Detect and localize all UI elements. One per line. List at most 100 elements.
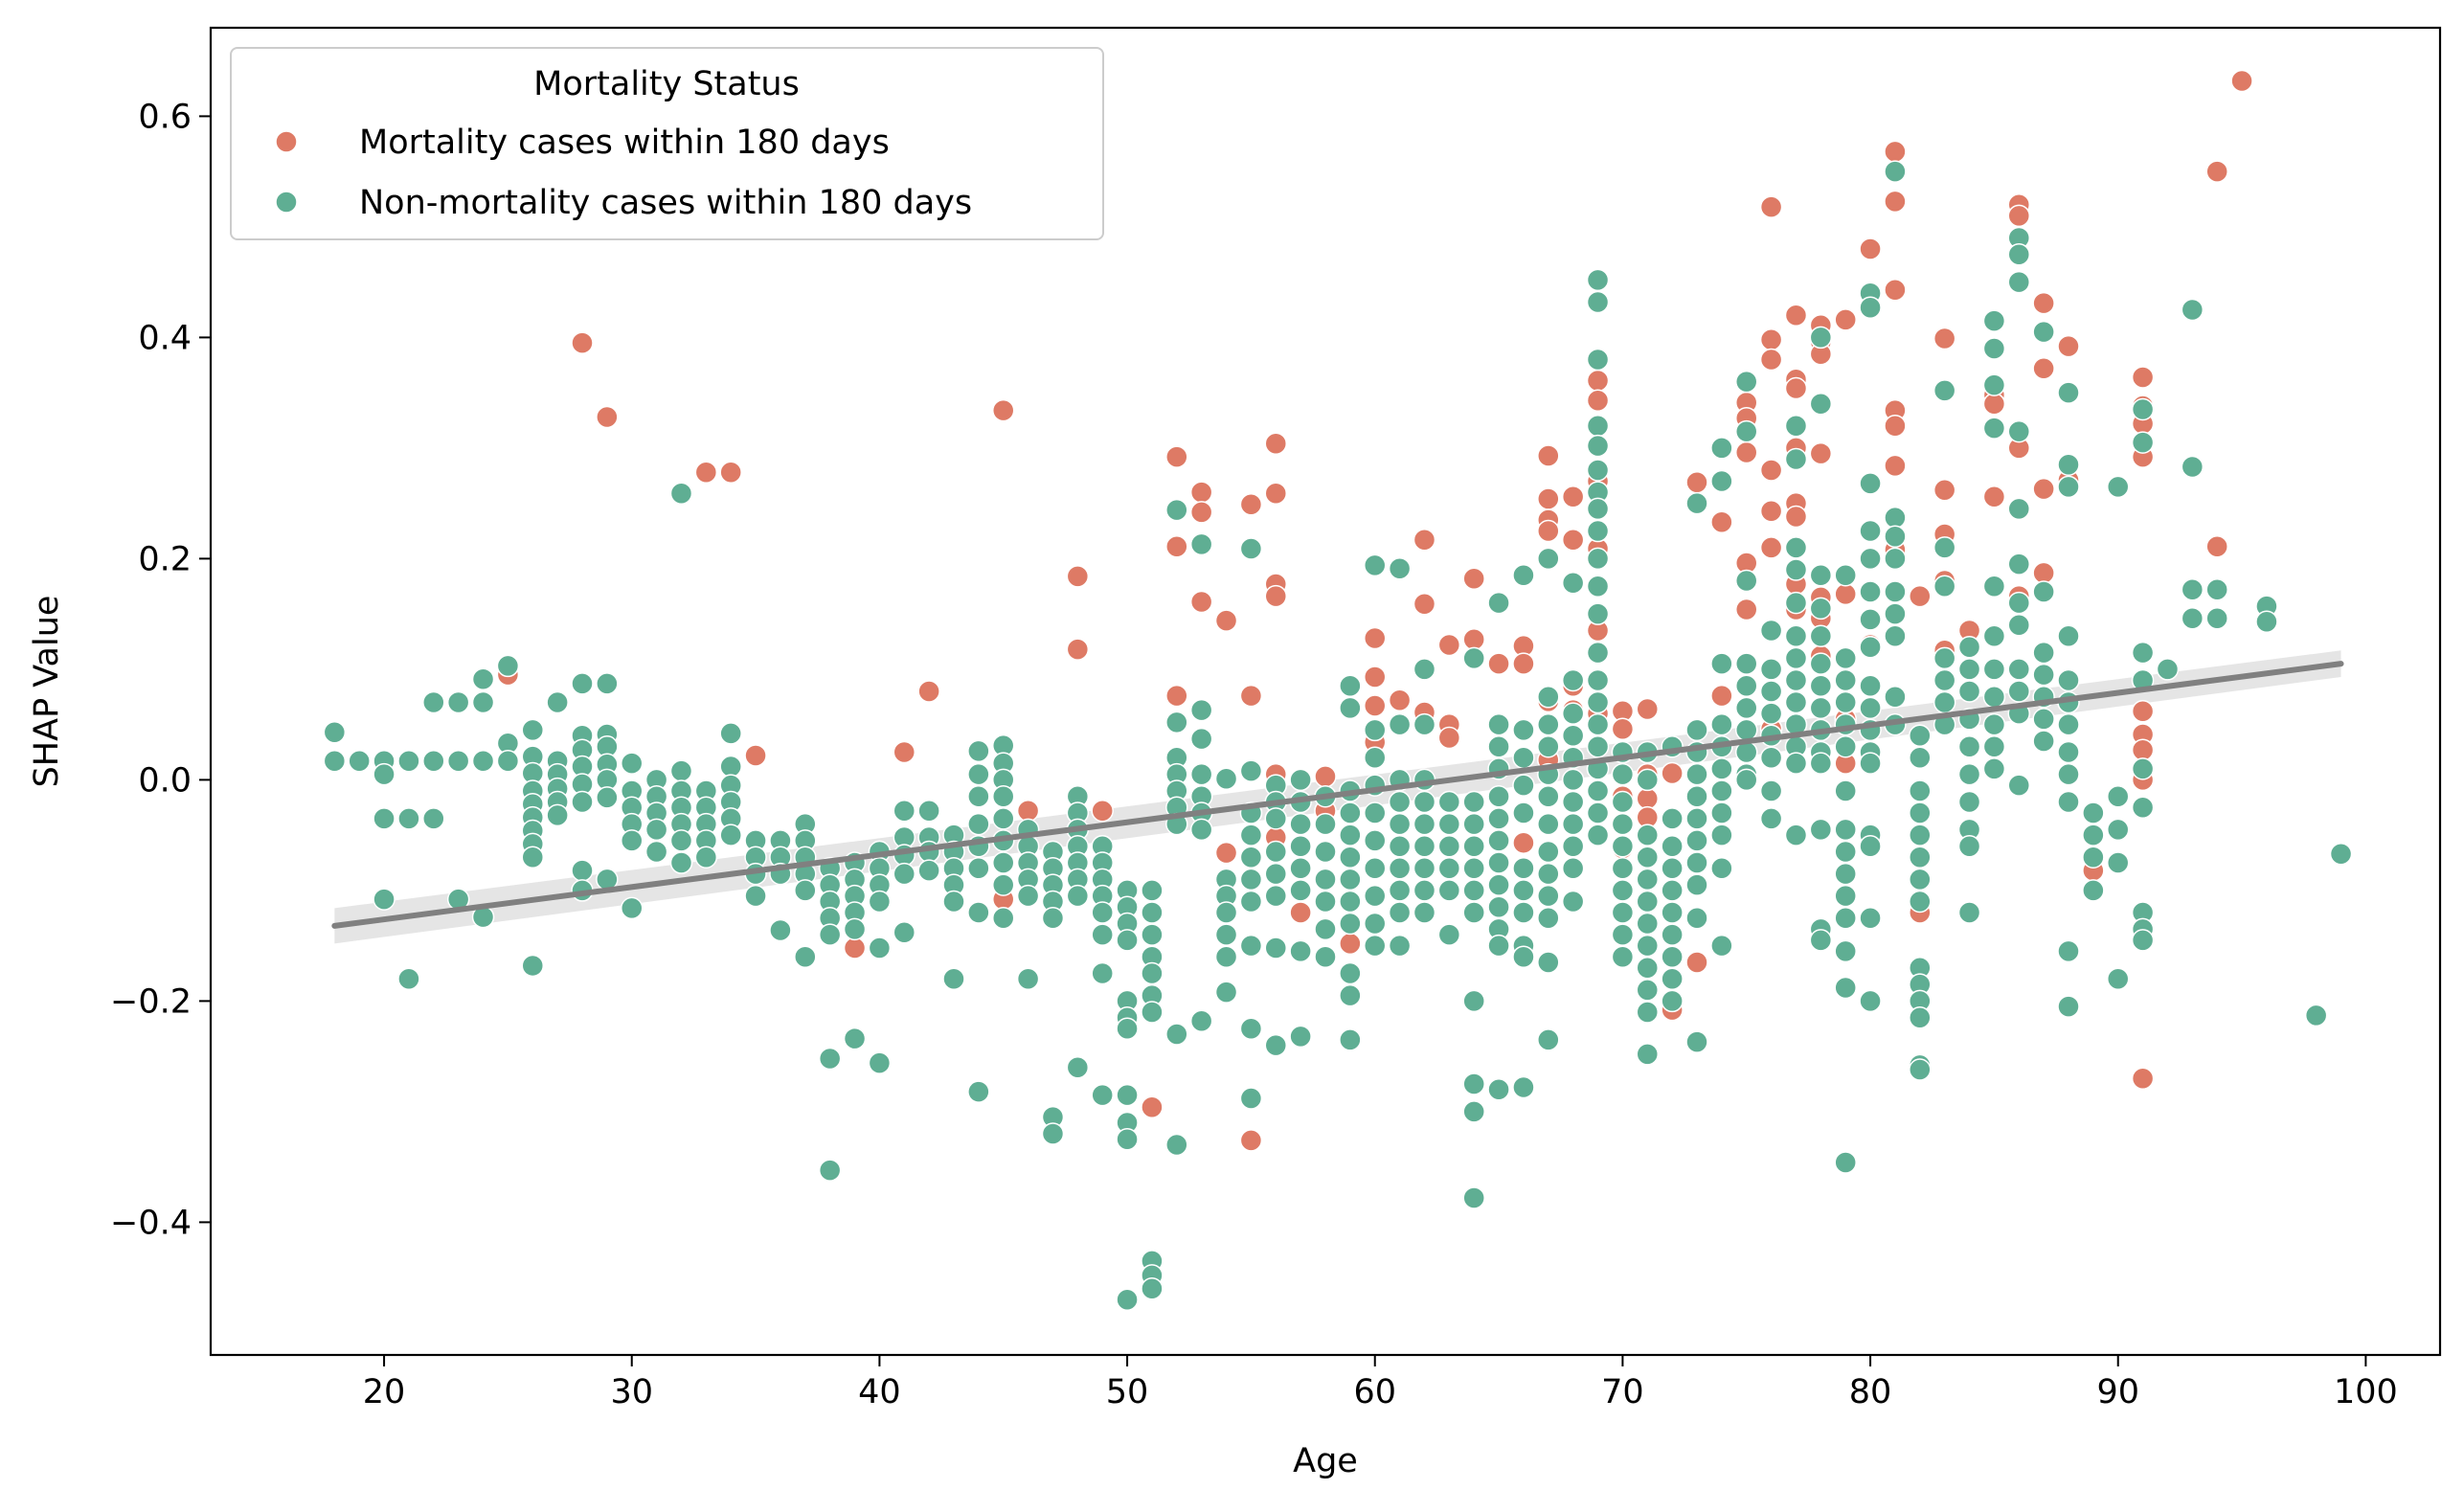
scatter-point [1437,923,1461,946]
scatter-point [1884,686,1907,709]
legend-marker-mortality [275,130,298,153]
scatter-point [2106,851,2130,874]
scatter-point [1884,624,1907,647]
scatter-point [893,862,916,886]
scatter-point [2057,668,2080,692]
scatter-point [967,762,990,786]
scatter-point [1957,790,1981,814]
scatter-point [967,1080,990,1103]
scatter-point [1685,873,1708,896]
x-tick-label: 70 [1601,1373,1644,1411]
scatter-point [967,739,990,763]
scatter-point [769,918,792,942]
scatter-point [1586,389,1610,412]
scatter-point [794,879,817,902]
scatter-point [1512,718,1535,742]
scatter-point [2106,967,2130,991]
scatter-point [1537,444,1560,467]
scatter-point [1809,696,1833,720]
y-tick-label: −0.2 [110,982,192,1021]
scatter-point [1586,801,1610,824]
legend: Mortality Status Mortality cases within … [230,47,1104,240]
scatter-point [669,759,693,782]
scatter-point [1413,790,1436,814]
scatter-point [1636,768,1660,792]
scatter-point [1834,862,1857,886]
scatter-point [1091,961,1114,985]
scatter-point [1636,1001,1660,1024]
scatter-point [991,398,1015,422]
scatter-point [1289,901,1312,924]
scatter-point [2057,381,2080,404]
scatter-point [2057,740,2080,764]
scatter-point [1809,929,1833,952]
scatter-point [323,750,347,773]
scatter-point [1957,834,1981,858]
scatter-point [2082,824,2105,846]
scatter-point [1189,590,1213,614]
scatter-point [1339,1028,1362,1051]
scatter-point [1784,690,1808,714]
scatter-point [991,807,1015,830]
scatter-point [1909,724,1932,747]
scatter-point [2131,929,2155,952]
scatter-point [1339,983,1362,1007]
scatter-point [1661,989,1684,1013]
scatter-point [1636,824,1660,846]
scatter-point [1487,807,1510,830]
scatter-point [1487,873,1510,896]
scatter-point [1834,563,1857,587]
scatter-point [2007,270,2031,294]
scatter-point [1859,696,1882,720]
scatter-point [1561,529,1585,552]
scatter-point [1239,846,1263,869]
scatter-point [1314,917,1337,941]
scatter-point [1884,506,1907,530]
scatter-point [1834,690,1857,714]
scatter-point [1437,633,1461,657]
scatter-point [1784,536,1808,559]
scatter-point [2181,577,2204,601]
scatter-point [1710,469,1733,493]
scatter-point [1809,441,1833,465]
scatter-point [2032,291,2055,315]
scatter-point [1884,602,1907,625]
scatter-point [1437,726,1461,750]
scatter-point [1066,884,1090,908]
scatter-point [1586,519,1610,543]
scatter-point [1834,818,1857,842]
scatter-point [2032,580,2055,603]
scatter-point [1957,636,1981,659]
scatter-point [2131,641,2155,665]
scatter-point [1537,547,1560,571]
scatter-point [1537,951,1560,974]
scatter-point [917,799,940,823]
scatter-point [1834,939,1857,963]
scatter-point [1016,799,1040,823]
scatter-point [546,803,569,827]
scatter-point [620,896,644,920]
scatter-point [1437,879,1461,902]
scatter-point [1759,499,1783,523]
scatter-point [1239,493,1263,516]
scatter-point [2057,995,2080,1018]
scatter-point [1189,481,1213,504]
scatter-point [2007,658,2031,681]
scatter-point [1759,459,1783,482]
scatter-point [2329,843,2353,866]
scatter-point [571,859,594,882]
scatter-point [1189,501,1213,524]
scatter-point [1214,609,1238,632]
scatter-point [1759,779,1783,802]
scatter-point [422,750,445,773]
scatter-point [2131,757,2155,780]
scatter-point [2082,879,2105,902]
scatter-point [1363,666,1387,688]
scatter-point [1165,1133,1188,1157]
scatter-point [1561,790,1585,814]
scatter-point [1388,557,1412,580]
scatter-point [1661,945,1684,968]
scatter-point [1809,326,1833,350]
scatter-point [1636,890,1660,914]
